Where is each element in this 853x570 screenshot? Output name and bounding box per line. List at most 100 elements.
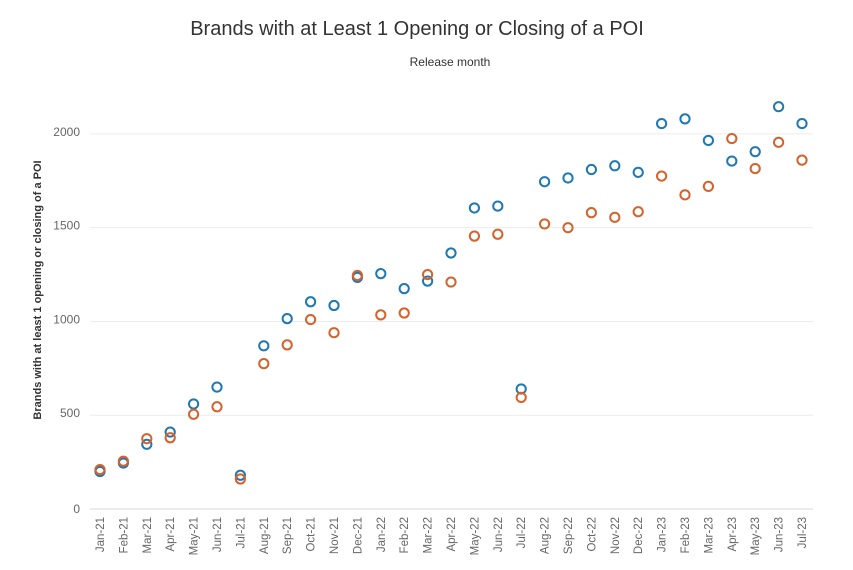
x-axis-ticks: Jan-21 Feb-21 Mar-21 Apr-21 May-21 Jun-21 Jul-… [95, 517, 809, 555]
x-tick-label: May-22 [469, 517, 481, 555]
data-point [141, 438, 153, 450]
x-tick-label: Jun-22 [493, 517, 505, 552]
data-point [375, 309, 387, 321]
data-point [211, 381, 223, 393]
data-point [94, 464, 106, 476]
data-point [398, 283, 410, 295]
y-tick-label: 500 [60, 406, 80, 420]
y-axis-label: Brands with at least 1 opening or closin… [32, 160, 44, 419]
data-point [749, 162, 761, 175]
data-point [141, 433, 153, 445]
gridlines [90, 133, 813, 510]
x-tick-label: May-21 [189, 517, 201, 555]
chart-title: Brands with at Least 1 Opening or Closin… [190, 18, 644, 40]
y-tick-label: 0 [73, 502, 80, 516]
data-point [281, 313, 293, 325]
x-tick-label: Oct-22 [586, 517, 598, 552]
x-tick-label: Sep-21 [282, 517, 294, 554]
series-2 [94, 132, 808, 485]
data-point [585, 207, 598, 219]
x-tick-label: Jul-21 [235, 517, 247, 548]
data-point [117, 455, 130, 467]
data-point [468, 230, 480, 242]
x-tick-label: Sep-22 [563, 517, 575, 554]
x-tick-label: Nov-22 [610, 517, 622, 554]
data-point [234, 469, 246, 481]
data-points [94, 101, 808, 485]
data-point [234, 473, 246, 485]
data-point [726, 155, 738, 167]
data-point [539, 218, 551, 230]
data-point [562, 172, 574, 184]
x-tick-label: Jun-21 [212, 517, 224, 552]
data-point [281, 339, 293, 351]
x-tick-label: Mar-22 [423, 517, 435, 553]
x-tick-label: Mar-23 [703, 517, 715, 553]
data-point [492, 228, 504, 240]
x-tick-label: Jan-23 [657, 517, 669, 552]
data-point [702, 134, 715, 147]
data-point [656, 117, 668, 130]
y-tick-label: 2000 [53, 125, 80, 139]
data-point [632, 166, 644, 178]
x-tick-label: Apr-22 [446, 517, 458, 552]
data-point [609, 211, 621, 223]
data-point [422, 268, 434, 281]
x-tick-label: Mar-21 [142, 517, 154, 553]
data-point [188, 398, 200, 410]
data-point [702, 180, 715, 193]
data-point [164, 426, 176, 438]
x-tick-label: Dec-22 [633, 517, 645, 554]
series-1 [94, 101, 808, 481]
x-tick-label: Jul-22 [516, 517, 528, 548]
data-point [211, 401, 223, 413]
x-tick-label: Feb-21 [118, 517, 130, 553]
data-point [585, 163, 598, 176]
data-point [468, 202, 480, 214]
data-point [609, 160, 621, 172]
data-point [539, 176, 551, 188]
x-tick-label: Jan-22 [376, 517, 388, 552]
data-point [656, 170, 668, 182]
data-point [773, 136, 785, 148]
x-tick-label: Aug-22 [540, 517, 552, 554]
data-point [632, 206, 644, 218]
data-point [328, 299, 340, 312]
data-point [679, 113, 691, 125]
x-tick-label: Jan-21 [95, 517, 107, 552]
data-point [422, 275, 434, 287]
chart-subtitle: Release month [410, 55, 491, 69]
data-point [164, 432, 176, 444]
x-tick-label: Apr-21 [165, 517, 177, 552]
data-point [726, 132, 738, 145]
y-tick-label: 1500 [53, 219, 80, 233]
data-point [328, 327, 340, 339]
data-point [398, 307, 410, 319]
data-point [351, 269, 363, 282]
y-tick-label: 1000 [53, 312, 80, 326]
x-tick-label: Dec-21 [352, 517, 364, 554]
data-point [375, 268, 387, 280]
data-point [773, 101, 785, 113]
x-tick-label: Aug-21 [259, 517, 271, 554]
data-point [796, 154, 808, 166]
data-point [515, 391, 527, 404]
data-point [562, 222, 574, 234]
x-tick-label: Feb-22 [399, 517, 411, 553]
x-tick-label: Jul-23 [797, 517, 809, 548]
data-point [305, 296, 317, 308]
data-point [305, 313, 317, 326]
x-tick-label: Oct-21 [306, 517, 318, 552]
data-point [258, 340, 270, 352]
x-tick-label: Feb-23 [680, 517, 692, 553]
data-point [796, 117, 808, 130]
data-point [258, 358, 270, 370]
data-point [445, 247, 457, 259]
y-axis-ticks: 0 500 1000 1500 2000 [53, 125, 80, 516]
data-point [188, 408, 200, 420]
x-tick-label: May-23 [750, 517, 762, 555]
x-tick-label: Nov-21 [329, 517, 341, 554]
data-point [679, 189, 691, 201]
data-point [492, 200, 504, 212]
data-point [445, 276, 457, 288]
